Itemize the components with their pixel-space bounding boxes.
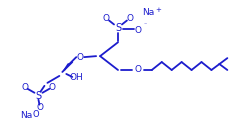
- Text: O: O: [49, 83, 56, 92]
- Text: Na: Na: [20, 111, 33, 120]
- Text: +: +: [155, 7, 161, 13]
- Text: O: O: [37, 103, 44, 112]
- Text: O: O: [77, 53, 84, 62]
- Text: O: O: [126, 14, 133, 23]
- Text: O: O: [21, 83, 28, 92]
- Text: O: O: [102, 14, 110, 23]
- Text: S: S: [115, 23, 121, 33]
- Text: O: O: [32, 110, 39, 119]
- Text: Na: Na: [142, 8, 154, 17]
- Text: ⁻: ⁻: [143, 23, 146, 28]
- Text: O: O: [134, 26, 141, 35]
- Text: O: O: [134, 66, 141, 75]
- Text: OH: OH: [69, 73, 83, 82]
- Text: S: S: [35, 91, 42, 101]
